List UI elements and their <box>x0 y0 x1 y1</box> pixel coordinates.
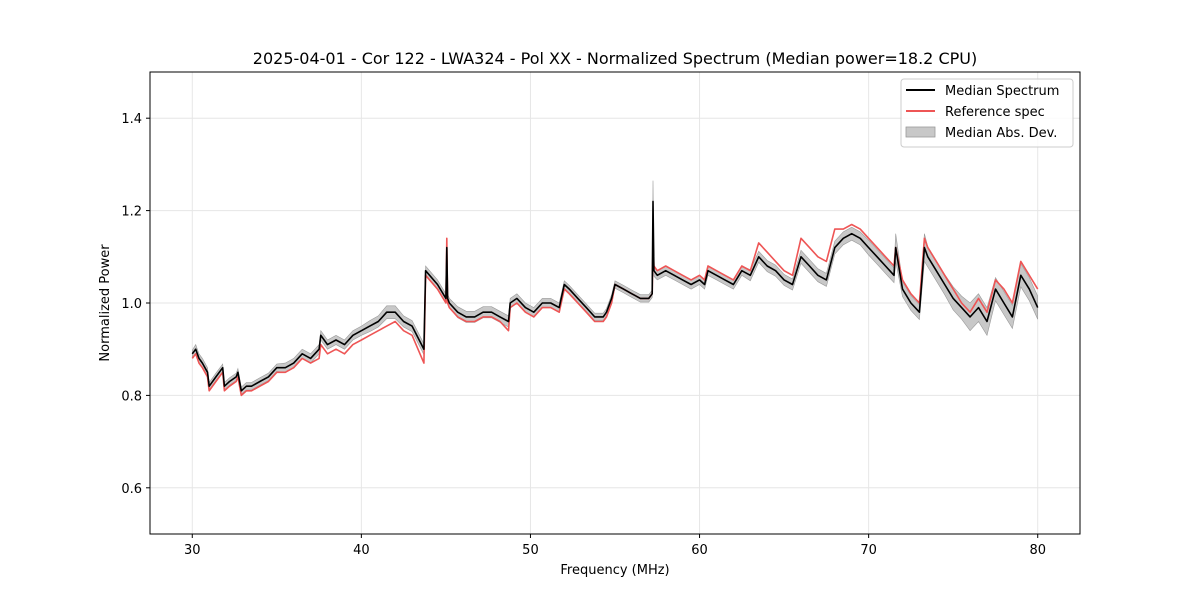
legend-swatch-band <box>905 126 936 138</box>
x-axis-label: Frequency (MHz) <box>560 563 669 578</box>
x-tick-label: 40 <box>353 543 370 558</box>
y-axis: 0.6 0.8 1.0 1.2 1.4 <box>121 112 150 497</box>
x-tick-label: 80 <box>1029 543 1046 558</box>
legend-label: Median Spectrum <box>945 84 1059 99</box>
legend-label: Reference spec <box>945 105 1045 120</box>
series-layer <box>191 200 1039 397</box>
y-tick-label: 0.6 <box>121 482 142 497</box>
legend-label: Median Abs. Dev. <box>945 126 1057 141</box>
legend: Median Spectrum Reference spec Median Abs.… <box>900 78 1074 148</box>
x-tick-label: 70 <box>860 543 877 558</box>
series-line-median-spectrum <box>191 200 1039 392</box>
x-axis: 30 40 50 60 70 80 <box>184 534 1046 558</box>
y-axis-label: Normalized Power <box>98 244 113 362</box>
y-tick-label: 1.2 <box>121 205 142 220</box>
y-tick-label: 1.0 <box>121 297 142 312</box>
series-line-reference-spec <box>191 223 1039 397</box>
x-tick-label: 30 <box>184 543 201 558</box>
x-tick-label: 50 <box>522 543 539 558</box>
y-tick-label: 0.8 <box>121 389 142 404</box>
y-tick-label: 1.4 <box>121 112 142 127</box>
legend-box <box>900 78 1074 148</box>
x-tick-label: 60 <box>691 543 708 558</box>
chart-title: 2025-04-01 - Cor 122 - LWA324 - Pol XX -… <box>253 49 977 68</box>
